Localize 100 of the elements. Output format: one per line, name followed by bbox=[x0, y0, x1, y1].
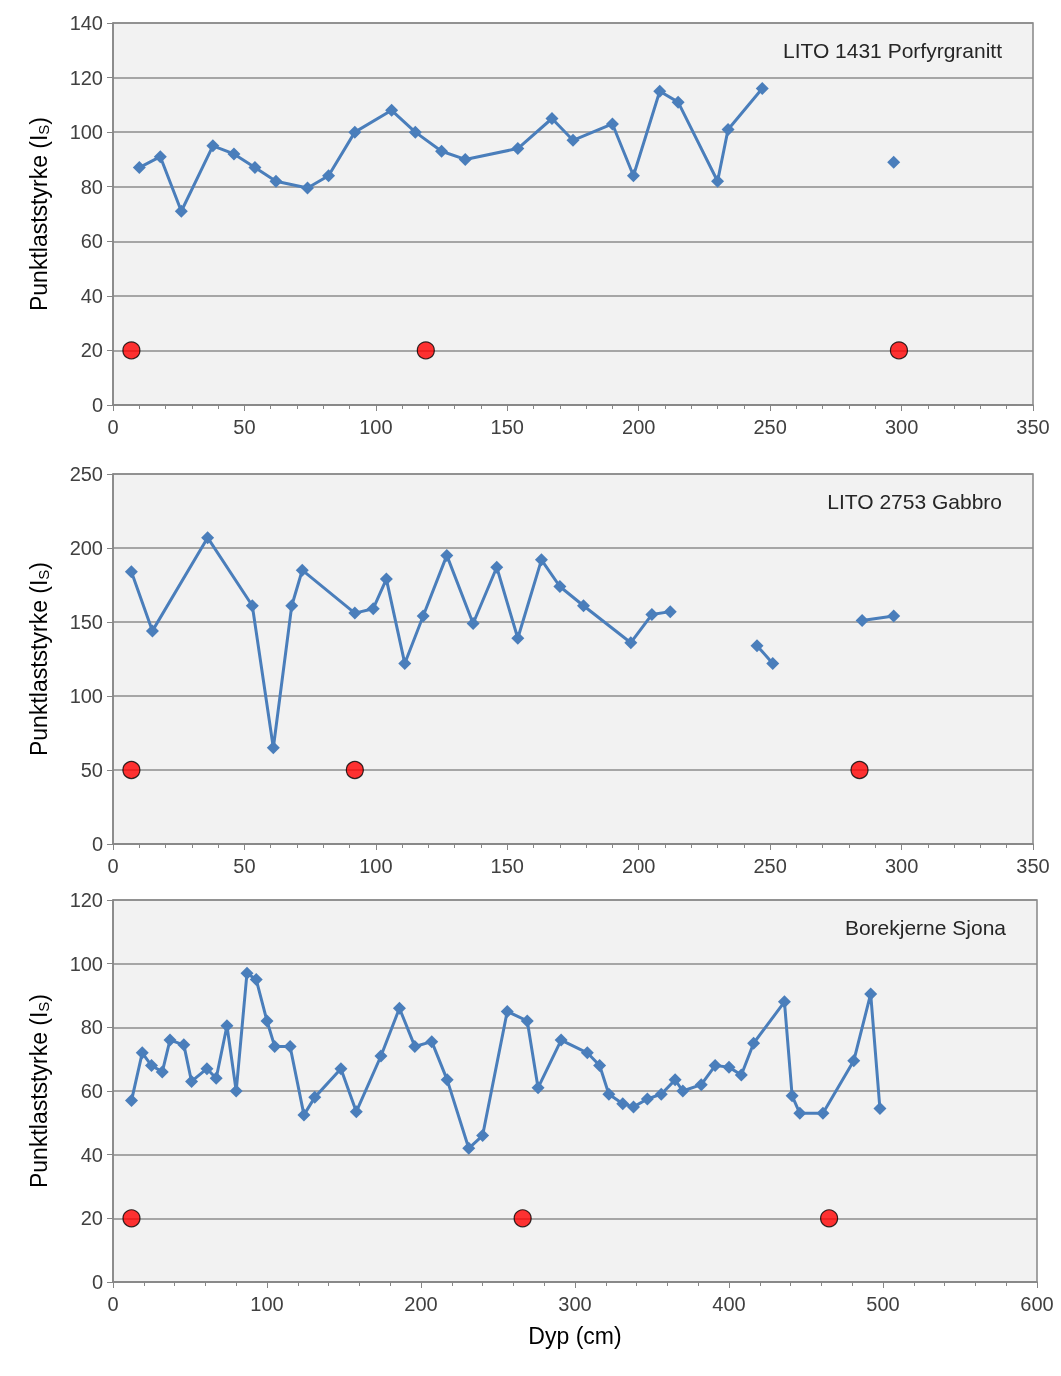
y-tick-label: 60 bbox=[80, 1080, 103, 1102]
point bbox=[466, 616, 480, 630]
x-tick-label: 300 bbox=[884, 855, 919, 877]
point bbox=[266, 741, 280, 755]
point bbox=[580, 1046, 594, 1060]
point bbox=[766, 656, 780, 670]
point bbox=[545, 112, 559, 125]
point bbox=[793, 1106, 807, 1120]
point bbox=[593, 1059, 607, 1073]
x-tick-label: 600 bbox=[1020, 1293, 1054, 1315]
x-tick-label: 50 bbox=[233, 416, 256, 438]
point bbox=[668, 1073, 682, 1087]
point bbox=[476, 1129, 490, 1143]
point bbox=[408, 125, 422, 139]
point bbox=[301, 181, 315, 195]
point bbox=[229, 1084, 243, 1098]
y-tick-label: 150 bbox=[69, 611, 103, 633]
annotation: LITO 2753 Gabbro bbox=[827, 490, 1003, 513]
point bbox=[663, 605, 677, 619]
point bbox=[297, 1108, 311, 1122]
point bbox=[155, 1065, 169, 1079]
point bbox=[755, 81, 769, 95]
y-tick-label: 100 bbox=[69, 121, 103, 144]
point bbox=[671, 95, 685, 109]
annotation: Borekjerne Sjona bbox=[844, 916, 1007, 939]
point bbox=[240, 966, 254, 980]
y-tick-label: 0 bbox=[91, 1271, 103, 1293]
point bbox=[887, 155, 901, 169]
point bbox=[260, 1014, 274, 1028]
point bbox=[249, 973, 263, 987]
point bbox=[500, 1004, 514, 1018]
point bbox=[616, 1097, 630, 1111]
point bbox=[520, 1014, 534, 1028]
point bbox=[566, 133, 580, 147]
point bbox=[122, 760, 141, 780]
point bbox=[145, 624, 159, 638]
point bbox=[873, 1102, 887, 1116]
point bbox=[747, 1036, 761, 1050]
point bbox=[285, 599, 299, 613]
point bbox=[345, 760, 364, 780]
point bbox=[153, 150, 167, 164]
y-tick-label: 0 bbox=[91, 394, 103, 416]
point bbox=[163, 1033, 177, 1047]
point bbox=[209, 1071, 223, 1085]
point bbox=[308, 1090, 322, 1104]
y-tick-label: 100 bbox=[69, 685, 103, 707]
x-tick-label: 150 bbox=[490, 416, 524, 438]
x-tick-label: 500 bbox=[866, 1293, 900, 1315]
point bbox=[416, 609, 430, 623]
point bbox=[206, 139, 220, 153]
point bbox=[855, 614, 869, 628]
point bbox=[458, 152, 472, 166]
point bbox=[750, 639, 764, 653]
x-tick-label: 100 bbox=[359, 416, 393, 438]
point bbox=[513, 1209, 532, 1228]
y-tick-label: 0 bbox=[91, 833, 103, 855]
point bbox=[392, 1001, 406, 1015]
point bbox=[124, 565, 138, 579]
x-tick-label: 100 bbox=[359, 855, 393, 877]
y-tick-label: 120 bbox=[69, 66, 103, 89]
point bbox=[132, 161, 146, 175]
y-tick-label: 40 bbox=[80, 1143, 103, 1166]
point bbox=[605, 117, 619, 131]
y-tick-label: 60 bbox=[80, 230, 103, 253]
point bbox=[322, 169, 336, 183]
point bbox=[124, 1094, 138, 1108]
y-tick-label: 120 bbox=[69, 889, 103, 911]
point bbox=[408, 1039, 422, 1053]
point bbox=[645, 608, 659, 622]
x-tick-label: 200 bbox=[622, 855, 656, 877]
y-tick-label: 80 bbox=[80, 175, 103, 198]
y-axis-title: Punktlaststyrke (IS) bbox=[25, 561, 52, 757]
point bbox=[864, 987, 878, 1001]
point bbox=[268, 1039, 282, 1053]
point bbox=[462, 1141, 476, 1155]
point bbox=[554, 1033, 568, 1047]
y-tick-label: 20 bbox=[80, 1207, 103, 1230]
point bbox=[201, 531, 215, 545]
x-axis-title: Dyp (cm) bbox=[528, 1322, 622, 1349]
y-axis-title: Punktlaststyrke (IS) bbox=[25, 116, 52, 312]
point bbox=[511, 142, 525, 156]
x-tick-label: 350 bbox=[1016, 855, 1050, 877]
point bbox=[490, 560, 504, 574]
point bbox=[440, 1073, 454, 1087]
point bbox=[348, 125, 362, 139]
x-tick-label: 100 bbox=[250, 1293, 284, 1315]
point bbox=[640, 1092, 654, 1106]
x-tick-label: 400 bbox=[712, 1293, 746, 1315]
point bbox=[847, 1054, 861, 1068]
point bbox=[416, 341, 435, 360]
y-tick-label: 200 bbox=[69, 537, 103, 559]
point bbox=[398, 656, 412, 670]
point bbox=[511, 631, 525, 645]
point bbox=[200, 1062, 214, 1076]
point bbox=[366, 602, 380, 616]
x-tick-label: 300 bbox=[884, 416, 919, 438]
x-tick-label: 200 bbox=[404, 1293, 438, 1315]
point bbox=[374, 1049, 388, 1063]
point bbox=[722, 1060, 736, 1074]
point bbox=[122, 1209, 141, 1228]
